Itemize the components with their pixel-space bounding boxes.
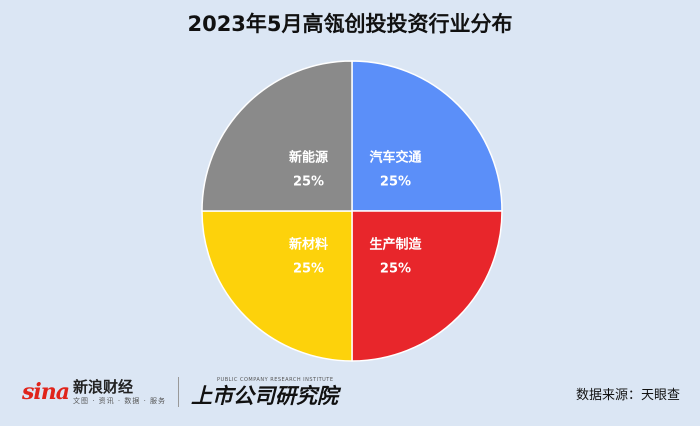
data-source: 数据来源：天眼查	[575, 388, 680, 403]
footer-logos: sina 新浪财经 文图 · 资讯 · 数据 · 服务 PUBLIC COMPA…	[22, 372, 338, 412]
slice-percent-label: 25%	[380, 261, 411, 276]
slice-percent-label: 25%	[380, 175, 411, 190]
pie-slice-2	[351, 210, 503, 362]
brand-tagline: 文图 · 资讯 · 数据 · 服务	[73, 396, 167, 405]
pie-slice-1	[351, 60, 503, 212]
slice-category-label: 新能源	[289, 150, 328, 166]
research-institute-en: PUBLIC COMPANY RESEARCH INSTITUTE	[217, 377, 334, 383]
brand-name: 新浪财经	[73, 377, 134, 396]
pie-slice-3	[201, 210, 353, 362]
slice-percent-label: 25%	[293, 261, 324, 276]
sina-logo: sina	[22, 379, 70, 405]
research-institute-logo: PUBLIC COMPANY RESEARCH INSTITUTE 上市公司研究…	[191, 377, 339, 408]
slice-percent-label: 25%	[293, 175, 324, 190]
slice-category-label: 生产制造	[369, 236, 422, 252]
slice-category-label: 汽车交通	[369, 150, 421, 166]
slice-category-label: 新材料	[289, 236, 328, 252]
research-institute-name: 上市公司研究院	[191, 383, 339, 408]
chart-title: 2023年5月高瓴创投投资行业分布	[187, 12, 513, 36]
pie-slice-4	[201, 60, 353, 212]
footer-divider	[178, 377, 180, 407]
sina-finance-brand: 新浪财经 文图 · 资讯 · 数据 · 服务	[73, 377, 167, 405]
